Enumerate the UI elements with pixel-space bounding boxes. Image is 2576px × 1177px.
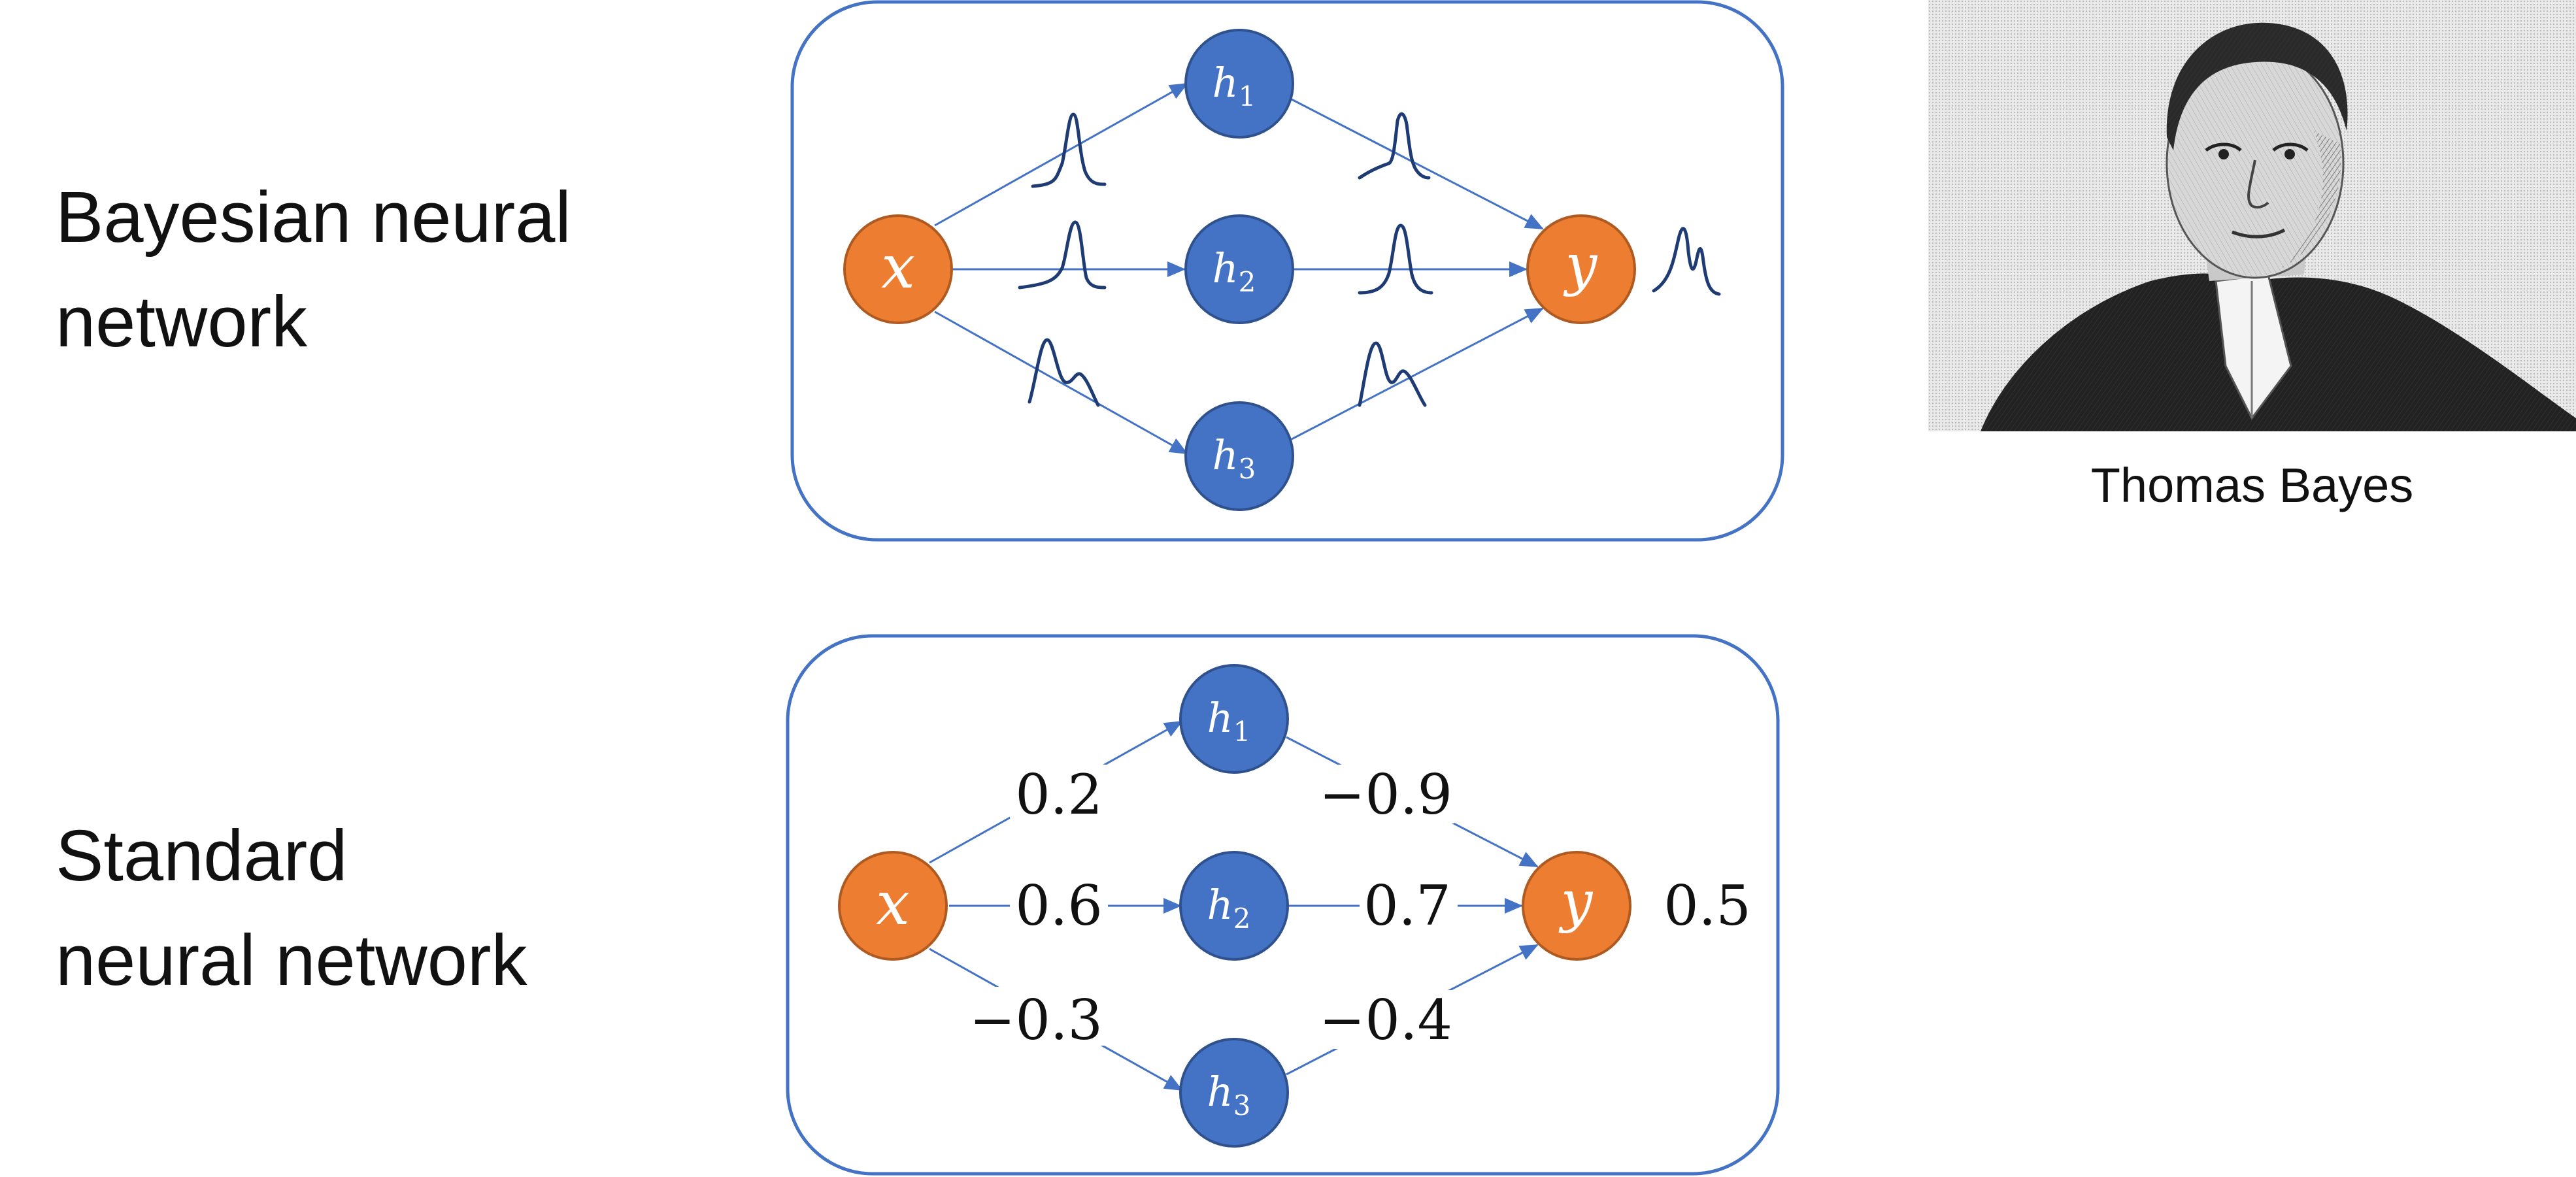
bnn-dist-h1-y-icon bbox=[1358, 112, 1431, 180]
bayesian-nn-title-line1: Bayesian neural bbox=[56, 177, 571, 257]
standard-network-frame bbox=[786, 634, 1780, 1176]
svg-text:h3: h3 bbox=[1207, 1068, 1251, 1121]
standard-network: 0.2 0.6 −0.3 −0.9 0.7 −0.4 0.5 x h1 h2 bbox=[786, 634, 1780, 1176]
snn-weight-h1-y: −0.9 bbox=[1319, 763, 1452, 827]
bnn-node-h1: h1 bbox=[1184, 29, 1294, 139]
bnn-node-h2-sub: 2 bbox=[1239, 266, 1256, 298]
bnn-node-x-label: x bbox=[881, 232, 915, 302]
bayesian-nn-title: Bayesian neural network bbox=[56, 165, 571, 374]
svg-text:h3: h3 bbox=[1213, 431, 1256, 485]
bnn-edge-x-h1 bbox=[934, 82, 1188, 227]
snn-node-h2: h2 bbox=[1179, 851, 1289, 961]
bnn-dist-output-icon bbox=[1652, 227, 1721, 296]
bnn-edge-h1-y bbox=[1291, 98, 1544, 230]
standard-nn-title-line2: neural network bbox=[56, 920, 527, 1001]
bnn-node-y: y bbox=[1526, 214, 1636, 324]
snn-node-h1: h1 bbox=[1179, 664, 1289, 774]
svg-text:h1: h1 bbox=[1213, 59, 1256, 112]
snn-node-h3-label: h bbox=[1207, 1068, 1233, 1116]
standard-nn-title: Standard neural network bbox=[56, 804, 527, 1013]
bnn-dist-x-h2-icon bbox=[1018, 220, 1107, 290]
bnn-dist-x-h3-icon bbox=[1028, 338, 1100, 407]
snn-weight-h3-y: −0.4 bbox=[1319, 988, 1452, 1052]
snn-node-h3-sub: 3 bbox=[1233, 1089, 1251, 1121]
snn-node-h2-sub: 2 bbox=[1233, 903, 1251, 935]
bayesian-network-frame bbox=[790, 0, 1784, 542]
snn-weight-x-h2: 0.6 bbox=[1015, 874, 1103, 938]
bnn-dist-h3-y-icon bbox=[1358, 341, 1427, 407]
snn-node-h1-sub: 1 bbox=[1233, 716, 1251, 748]
bnn-node-h2-label: h bbox=[1213, 244, 1239, 292]
snn-node-h2-label: h bbox=[1207, 881, 1233, 929]
snn-node-h1-label: h bbox=[1207, 694, 1233, 742]
bnn-node-x: x bbox=[843, 214, 953, 324]
standard-nn-title-line1: Standard bbox=[56, 816, 348, 896]
snn-node-y-label: y bbox=[1558, 869, 1594, 935]
svg-text:h1: h1 bbox=[1207, 694, 1251, 748]
snn-output-value: 0.5 bbox=[1664, 874, 1751, 938]
bayesian-network: x h1 h2 h3 y bbox=[790, 0, 1784, 542]
bnn-node-h1-label: h bbox=[1213, 59, 1239, 107]
portrait-caption: Thomas Bayes bbox=[2090, 458, 2414, 512]
snn-node-x: x bbox=[838, 851, 948, 961]
bnn-edge-h3-y bbox=[1291, 307, 1544, 440]
snn-node-x-label: x bbox=[876, 869, 910, 938]
bnn-node-h3-label: h bbox=[1213, 431, 1239, 479]
snn-node-h3: h3 bbox=[1179, 1038, 1289, 1148]
bnn-node-h3-sub: 3 bbox=[1239, 453, 1256, 485]
snn-weight-h2-y: 0.7 bbox=[1363, 874, 1451, 938]
snn-node-y: y bbox=[1522, 851, 1631, 961]
bnn-node-h3: h3 bbox=[1184, 401, 1294, 511]
bnn-edge-x-h3 bbox=[934, 310, 1188, 455]
svg-text:h2: h2 bbox=[1207, 881, 1251, 935]
svg-text:h2: h2 bbox=[1213, 244, 1256, 298]
snn-weight-x-h1: 0.2 bbox=[1015, 763, 1103, 827]
bayesian-nn-title-line2: network bbox=[56, 282, 308, 362]
bnn-node-y-label: y bbox=[1563, 233, 1598, 298]
bnn-node-h1-sub: 1 bbox=[1239, 80, 1256, 112]
bnn-node-h2: h2 bbox=[1184, 214, 1294, 324]
snn-weight-x-h3: −0.3 bbox=[969, 988, 1103, 1052]
thomas-bayes-portrait bbox=[1928, 0, 2576, 431]
bnn-dist-h2-y-icon bbox=[1358, 224, 1433, 295]
bnn-dist-x-h1-icon bbox=[1031, 112, 1107, 188]
